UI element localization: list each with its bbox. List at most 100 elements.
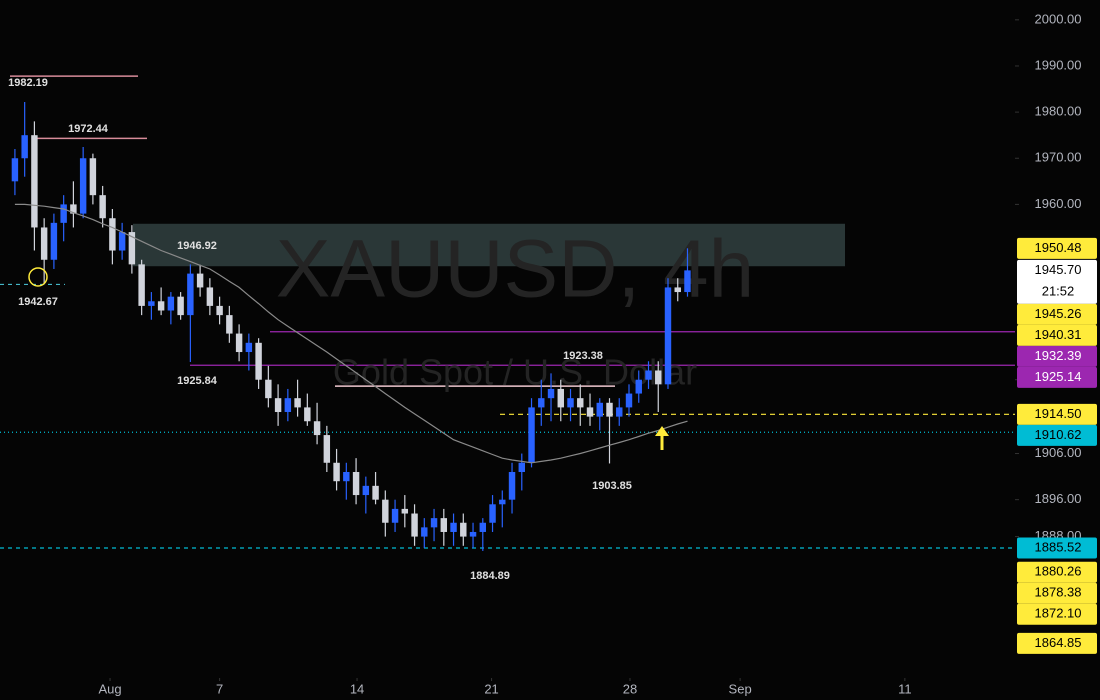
price-badge-label: 1910.62 xyxy=(1035,427,1082,442)
price-badge-label: 1950.48 xyxy=(1035,240,1082,255)
candle-body xyxy=(625,393,633,408)
x-tick-label: 21 xyxy=(484,681,498,696)
candle-body xyxy=(118,232,126,251)
price-badge xyxy=(1017,366,1097,388)
x-tick-label: 28 xyxy=(623,681,637,696)
moving-average xyxy=(14,203,688,464)
candle-body xyxy=(21,135,28,159)
price-annotation: 1942.67 xyxy=(18,296,58,308)
candle-body xyxy=(313,421,321,436)
countdown: 21:52 xyxy=(1042,283,1075,298)
candle-body xyxy=(352,471,360,496)
candle-body xyxy=(304,407,311,422)
candle-body xyxy=(430,518,438,528)
zone xyxy=(133,223,845,267)
candle-body xyxy=(411,513,418,537)
price-badge-label: 1880.26 xyxy=(1035,564,1082,579)
price-badge xyxy=(1017,237,1097,259)
price-annotation: 1903.85 xyxy=(592,480,632,492)
candle-body xyxy=(606,402,613,417)
candle-body xyxy=(226,315,233,334)
price-badge xyxy=(1017,424,1097,446)
price-badge-label: 1885.52 xyxy=(1035,539,1082,554)
candle-body xyxy=(11,158,19,182)
price-annotation: 1946.92 xyxy=(177,240,217,252)
candle-body xyxy=(31,135,38,228)
price-badge-label: 1945.26 xyxy=(1035,306,1082,321)
price-badge xyxy=(1017,561,1097,583)
price-annotation: 1925.84 xyxy=(177,375,218,387)
candle-body xyxy=(206,287,214,306)
candle-body xyxy=(343,471,350,482)
y-tick-label: 1906.00 xyxy=(1035,445,1082,460)
candle-body xyxy=(684,270,691,293)
candle-body xyxy=(528,407,535,463)
candle-body xyxy=(255,342,262,380)
candle-body xyxy=(489,504,496,523)
price-badge-label: 1872.10 xyxy=(1035,606,1082,621)
candle-body xyxy=(235,333,243,353)
candle-body xyxy=(538,398,545,408)
candle-body xyxy=(616,407,623,417)
candle-body xyxy=(577,398,584,408)
x-tick-label: Aug xyxy=(98,681,121,696)
price-badge-label: 1925.14 xyxy=(1035,369,1082,384)
price-badge xyxy=(1017,303,1097,325)
candle-body xyxy=(333,462,340,482)
low-marker xyxy=(28,267,48,287)
watermark-subtitle: Gold Spot / U.S. Dollar xyxy=(333,352,697,393)
candle-body xyxy=(167,296,175,311)
price-badge xyxy=(1017,632,1097,654)
candle-body xyxy=(421,527,428,537)
arrow xyxy=(655,426,669,450)
candle-body xyxy=(450,522,457,532)
candle-body xyxy=(440,518,448,532)
candle-body xyxy=(596,402,603,417)
candle-body xyxy=(128,232,136,265)
candle-body xyxy=(479,522,487,532)
candle-body xyxy=(586,407,594,417)
candle-body xyxy=(664,287,672,385)
y-tick-label: 1990.00 xyxy=(1035,57,1082,72)
candle-body xyxy=(79,158,87,214)
y-tick-label: 1970.00 xyxy=(1035,150,1082,165)
candle-body xyxy=(109,218,116,251)
y-tick-label: 2000.00 xyxy=(1035,11,1082,26)
price-badge xyxy=(1017,324,1097,346)
candle-body xyxy=(635,379,642,394)
y-tick-label: 1960.00 xyxy=(1035,196,1082,211)
candle-body xyxy=(362,485,370,496)
price-badge-label: 1945.70 xyxy=(1035,262,1082,277)
price-badge-label: 1878.38 xyxy=(1035,585,1082,600)
candle-body xyxy=(177,296,184,316)
candle-body xyxy=(196,273,204,288)
candle-body xyxy=(157,301,165,311)
candle-body xyxy=(245,342,253,353)
candle-body xyxy=(469,531,477,537)
candle-body xyxy=(89,158,97,196)
candle-body xyxy=(499,499,506,505)
price-badge xyxy=(1017,403,1097,425)
candle-body xyxy=(60,204,67,223)
price-badge-label: 1932.39 xyxy=(1035,348,1082,363)
candle-body xyxy=(372,485,379,500)
price-badge-label: 1940.31 xyxy=(1035,327,1082,342)
price-badge-label: 1914.50 xyxy=(1035,406,1082,421)
price-annotation: 1923.38 xyxy=(563,350,603,362)
price-badge xyxy=(1017,259,1097,304)
candle-body xyxy=(645,370,652,380)
price-annotation: 1972.44 xyxy=(68,123,109,135)
price-badge xyxy=(1017,603,1097,625)
price-badge-label: 1864.85 xyxy=(1035,635,1082,650)
candle-body xyxy=(655,370,662,385)
price-badge xyxy=(1017,582,1097,604)
candle-body xyxy=(265,379,272,399)
candle-body xyxy=(460,522,467,537)
arrow-head xyxy=(655,426,669,436)
candle-body xyxy=(148,301,155,306)
candle-body xyxy=(216,305,223,316)
y-tick-label: 1980.00 xyxy=(1035,104,1082,119)
candle-body xyxy=(274,398,282,413)
candle-body xyxy=(323,435,331,463)
